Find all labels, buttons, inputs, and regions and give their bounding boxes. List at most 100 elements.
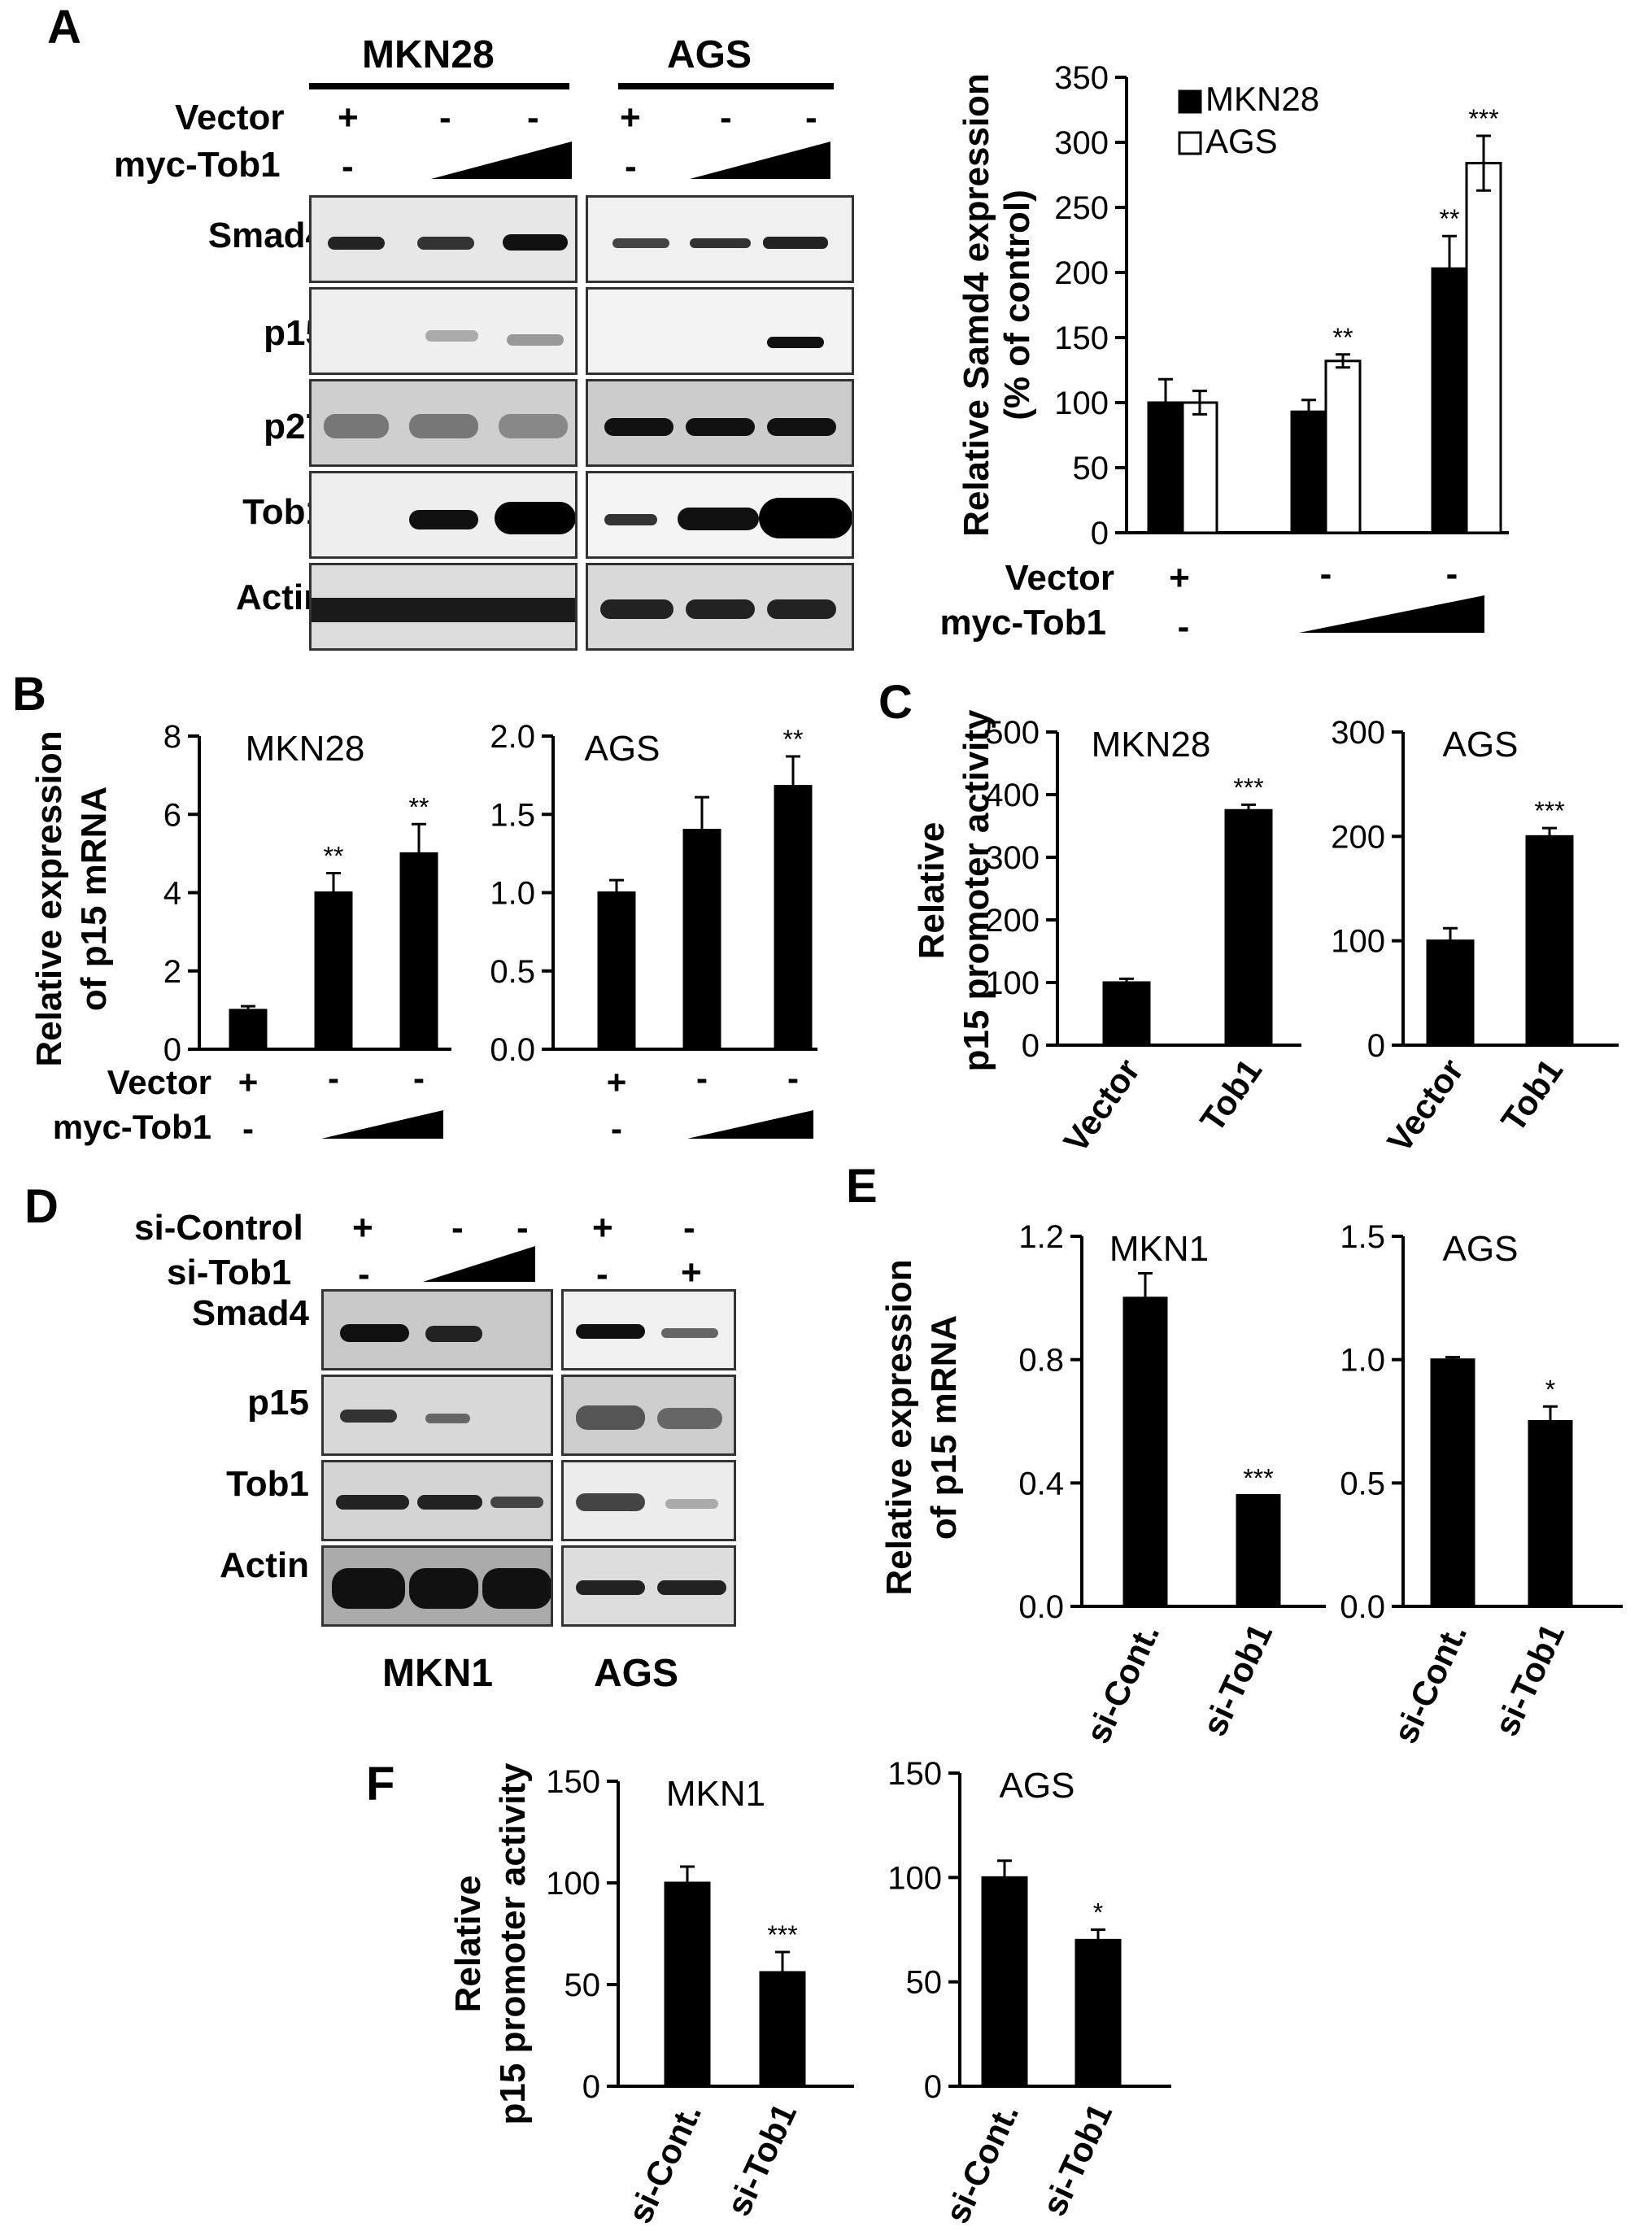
chart-a-legend-mkn28: MKN28 [1205,80,1319,118]
chart-a-y-tick-label: 0 [1091,516,1109,551]
chart-c-mkn28-y-tick-label: 300 [985,840,1040,876]
blot-d-sign: - [451,1208,464,1248]
chart-a-legend-swatch-ags [1178,131,1202,155]
chart-e-mkn1-y-tick-label: 0.8 [1018,1343,1064,1379]
chart-a-legend-ags: AGS [1205,122,1278,160]
blot-d-band-label: Actin [220,1545,309,1585]
chart-c-ags-x-tick-label: Vector [1380,1052,1471,1159]
chart-e-ags-title: AGS [1443,1229,1519,1269]
chart-e-mkn1-y-tick-label: 0.4 [1018,1466,1064,1501]
chart-c-ags-bar [1525,834,1574,1047]
chart-c-ags-significance: *** [1534,796,1564,826]
chart-b-mkn28-y-tick-label: 0 [163,1032,181,1068]
blot-a-ags-tob1 [586,471,854,559]
blot-a-cell-mkn28: MKN28 [362,33,495,76]
chart-b-ags-bar [682,829,721,1051]
chart-b-gradient-wedge [687,1110,813,1139]
chart-b-sign: - [611,1109,622,1148]
chart-f-ags-y-tick-label: 50 [906,1965,943,2001]
chart-b-ags-title: AGS [585,729,660,769]
blot-d-mkn1-smad4 [321,1289,553,1370]
chart-e-ags-x-tick-label: si-Cont. [1385,1618,1474,1750]
chart-f-mkn1-y-tick-label: 50 [564,1967,601,2003]
chart-f-ags-title: AGS [1000,1766,1075,1806]
blot-a-ags-p15 [586,287,854,375]
chart-f-mkn1-title: MKN1 [666,1774,765,1814]
blot-a-myc-label: myc-Tob1 [114,145,281,185]
chart-e-mkn1-x-tick-label: si-Cont. [1078,1618,1166,1750]
chart-f-ags-bar [981,1876,1028,2088]
chart-f-ylabel: Relative [448,1876,488,2013]
blot-a-sign: - [625,146,637,186]
chart-c-mkn28-y-tick-label: 500 [985,715,1040,751]
blot-a-sign: - [720,98,732,137]
chart-f-ags-significance: * [1093,1898,1103,1928]
chart-b-ags-y-tick-label: 2.0 [490,719,535,755]
chart-a-ags-bar [1324,359,1362,534]
chart-b-row-label: myc-Tob1 [53,1108,211,1146]
chart-f-mkn1-x-tick-label: si-Cont. [620,2098,708,2229]
chart-a-ylabel: Relative Samd4 expression [957,73,996,537]
chart-a-sign: - [1320,554,1332,594]
blot-a-mkn28-p27 [309,379,578,467]
blot-a-sign: - [527,98,539,137]
chart-c-ags-bar [1426,939,1475,1047]
chart-c-ylabel: p15 promoter activity [957,709,996,1072]
blot-d-gradient-wedge [423,1246,535,1282]
chart-f-ags-y-tick-label: 150 [887,1756,942,1792]
chart-c-mkn28-y-tick-label: 400 [985,778,1040,813]
chart-a-y-tick-label: 300 [1054,125,1109,161]
chart-a-ags-significance: *** [1468,104,1498,133]
blot-a-mkn28-line [309,83,569,89]
blot-a-mkn28-tob1 [309,471,578,559]
chart-f-ags-bar [1074,1938,1122,2088]
blot-a-mkn28-smad4 [309,195,578,283]
panel-letter-f: F [366,1758,395,1811]
chart-a-mkn28-bar [1431,267,1468,534]
chart-e-mkn1-x-tick-label: si-Tob1 [1195,1618,1279,1741]
chart-b-sign: - [328,1059,339,1097]
chart-e-mkn1-bar [1122,1296,1168,1608]
blot-a-ags-smad4 [586,195,854,283]
chart-b-mkn28-y-tick-label: 2 [163,954,181,990]
chart-b-sign: + [607,1063,627,1101]
blot-a-ags-actin [586,563,854,651]
chart-e-ylabel: Relative expression [879,1259,919,1595]
blot-a-sign: - [805,98,817,137]
chart-f-mkn1-y-tick-label: 0 [582,2069,600,2105]
blot-d-band-label: Smad4 [191,1293,309,1333]
chart-e-mkn1-bar [1236,1494,1281,1608]
chart-a-row-label: Vector [1005,558,1114,598]
chart-b-mkn28-bar [314,891,353,1051]
panel-letter-c: C [878,676,913,729]
chart-a-row-label: myc-Tob1 [939,603,1106,643]
blot-a-mkn28-p15 [309,287,578,375]
chart-b-ags-bar [597,891,636,1051]
chart-f-ags-y-tick-label: 100 [887,1860,942,1896]
chart-c-mkn28-y-tick-label: 100 [985,965,1040,1001]
chart-e-ylabel: of p15 mRNA [924,1315,964,1540]
blot-d-sign: + [352,1208,373,1248]
chart-c-ags-y-tick-label: 0 [1367,1028,1385,1064]
chart-b-ags-bar [774,785,813,1051]
chart-b-mkn28-y-tick-label: 8 [163,719,181,755]
chart-c-ags-y-tick-label: 200 [1331,819,1385,855]
chart-b-gradient-wedge [321,1110,443,1139]
blot-d-sign: - [683,1208,695,1248]
blot-d-cell-ags: AGS [594,1652,679,1695]
panel-letter-b: B [12,668,46,721]
chart-b-row-label: Vector [107,1063,211,1101]
blot-a-ags-line [618,83,834,89]
chart-b-ylabel: of p15 mRNA [74,787,114,1011]
chart-c-mkn28-title: MKN28 [1092,725,1211,765]
chart-c-mkn28-x-tick-label: Vector [1056,1052,1147,1159]
chart-b-ags-significance: ** [783,725,804,754]
chart-b-sign: - [696,1059,708,1097]
chart-f-mkn1-y-tick-label: 150 [546,1764,600,1800]
chart-c-ags-x-tick-label: Tob1 [1493,1052,1570,1139]
panel-letter-d: D [24,1180,59,1233]
chart-b-sign: + [238,1063,259,1101]
chart-c-mkn28-x-tick-label: Tob1 [1192,1052,1269,1139]
blot-d-sign: - [596,1254,608,1294]
blot-d-mkn1-p15 [321,1375,553,1456]
